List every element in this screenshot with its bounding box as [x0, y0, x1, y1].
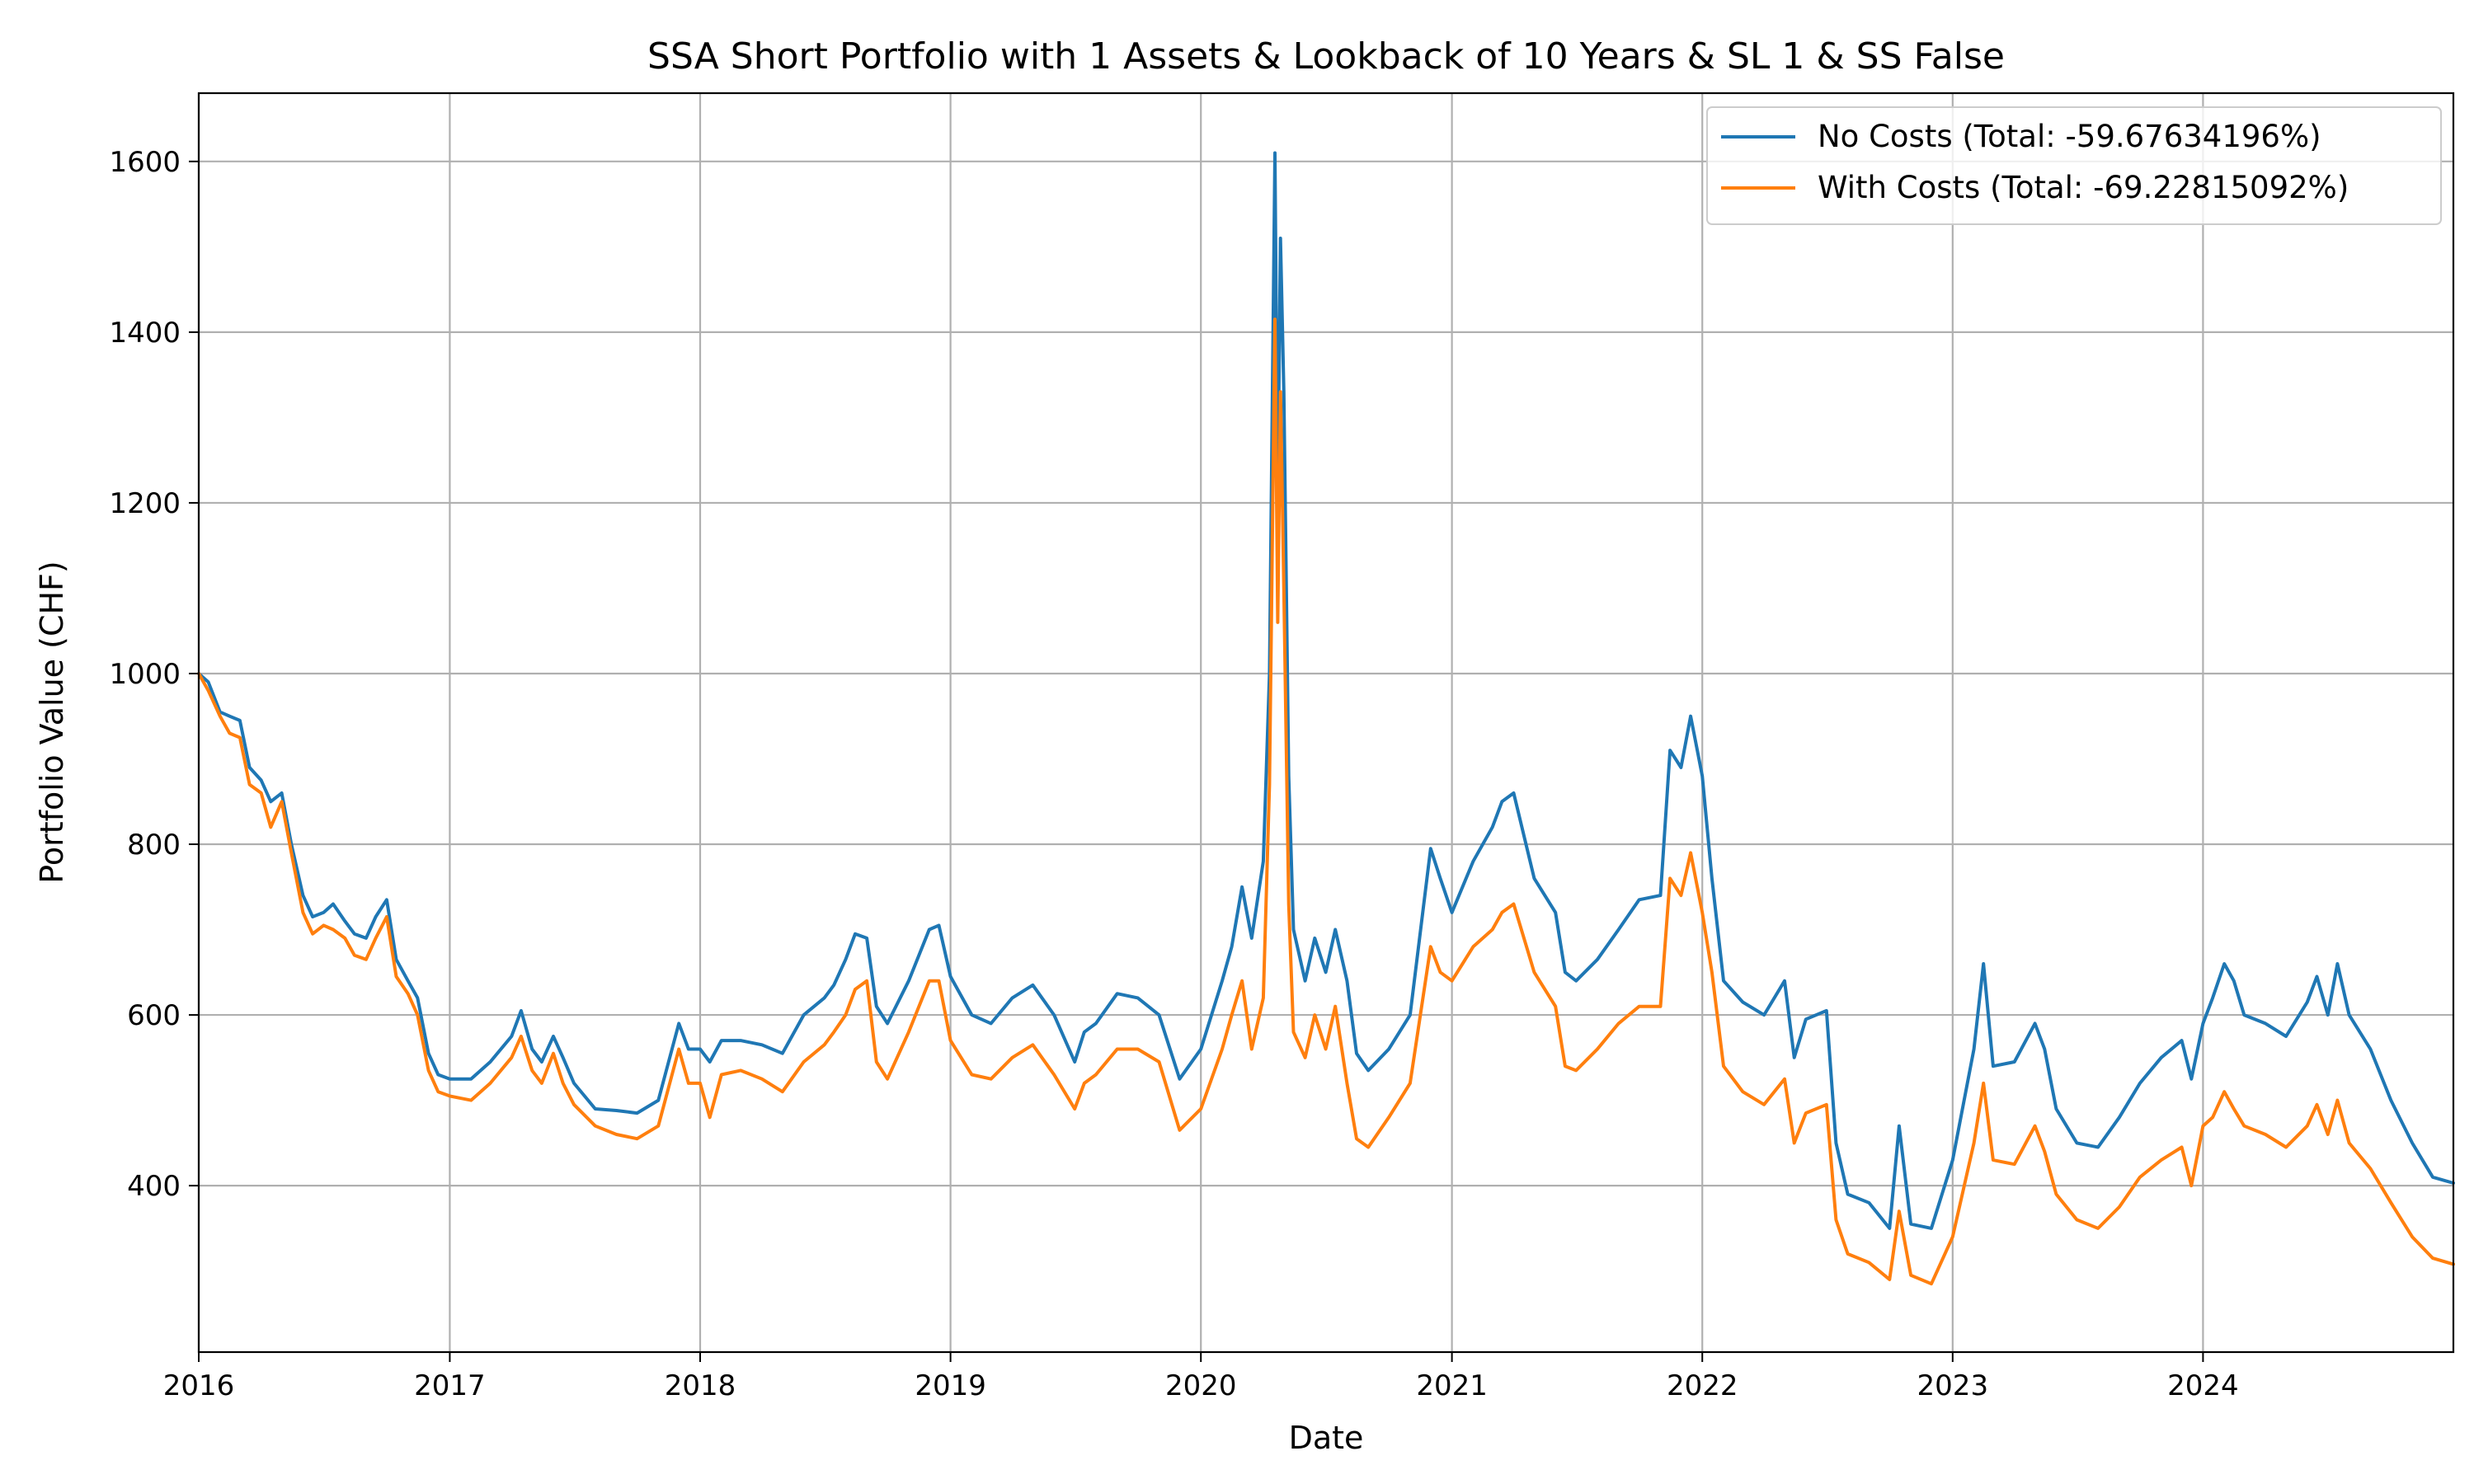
x-tick-label: 2016	[163, 1369, 235, 1402]
y-tick-label: 1400	[109, 317, 181, 350]
x-tick-label: 2021	[1416, 1369, 1488, 1402]
legend-box	[1706, 106, 2442, 225]
x-tick-label: 2024	[2167, 1369, 2239, 1402]
axis-ticks: 2016 2017 2018 2019 2020 2021 2022 2023 2024 400 6…	[109, 146, 2238, 1402]
series-line-with-costs	[197, 317, 2455, 1286]
x-tick-label: 2018	[665, 1369, 736, 1402]
y-axis-label: Portfolio Value (CHF)	[34, 561, 70, 883]
chart-title: SSA Short Portfolio with 1 Assets & Look…	[647, 35, 2005, 77]
x-tick-label: 2019	[915, 1369, 986, 1402]
series-line-no-costs	[197, 151, 2455, 1230]
plot-frame	[197, 92, 2455, 1354]
x-tick-label: 2020	[1165, 1369, 1237, 1402]
y-tick-label: 1000	[109, 658, 181, 691]
legend-label-no-costs: No Costs (Total: -59.67634196%)	[1818, 119, 2321, 154]
grid	[197, 93, 2453, 1352]
x-tick-label: 2017	[414, 1369, 486, 1402]
y-tick-label: 1200	[109, 487, 181, 520]
y-tick-label: 1600	[109, 146, 181, 179]
x-axis-label: Date	[1289, 1420, 1364, 1456]
legend-label-with-costs: With Costs (Total: -69.22815092%)	[1818, 170, 2349, 205]
y-tick-label: 600	[127, 999, 181, 1032]
y-tick-label: 400	[127, 1170, 181, 1203]
x-tick-label: 2023	[1917, 1369, 1989, 1402]
series-lines	[197, 151, 2455, 1286]
y-tick-label: 800	[127, 829, 181, 862]
legend: No Costs (Total: -59.67634196%) With Cos…	[1706, 106, 2442, 225]
x-tick-label: 2022	[1667, 1369, 1738, 1402]
